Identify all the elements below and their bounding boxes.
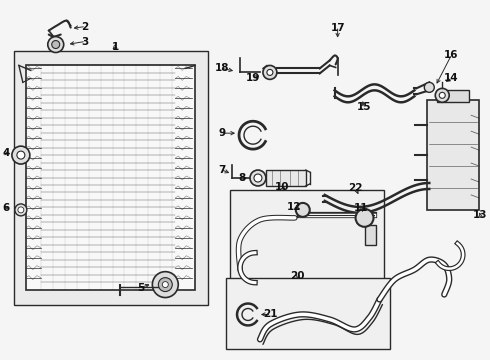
Bar (427, 100, 479, 210)
Bar (226, 278, 391, 349)
Circle shape (250, 170, 266, 186)
Circle shape (15, 204, 27, 216)
Text: 7: 7 (219, 165, 226, 175)
Circle shape (17, 151, 25, 159)
Text: 5: 5 (137, 283, 144, 293)
Bar (26, 66, 195, 289)
Circle shape (435, 88, 449, 102)
Bar (14, 50, 208, 305)
Text: 22: 22 (348, 183, 363, 193)
Text: 4: 4 (2, 148, 10, 158)
Circle shape (48, 37, 64, 53)
Text: 14: 14 (444, 73, 459, 84)
Bar (266, 170, 306, 186)
Text: 12: 12 (287, 202, 301, 212)
Circle shape (152, 272, 178, 298)
Circle shape (439, 92, 445, 98)
Circle shape (356, 209, 373, 227)
Circle shape (424, 82, 434, 92)
Circle shape (158, 278, 172, 292)
Text: 11: 11 (354, 203, 369, 213)
Circle shape (52, 41, 60, 49)
Text: 21: 21 (263, 310, 277, 319)
Circle shape (263, 66, 277, 80)
Bar (230, 190, 385, 285)
Circle shape (18, 207, 24, 213)
Circle shape (267, 69, 273, 75)
Text: 19: 19 (246, 73, 260, 84)
Text: 9: 9 (219, 128, 226, 138)
Text: 8: 8 (239, 173, 245, 183)
Circle shape (12, 146, 30, 164)
Text: 6: 6 (2, 203, 9, 213)
Text: 18: 18 (215, 63, 229, 73)
Text: 3: 3 (81, 36, 88, 46)
Circle shape (162, 282, 168, 288)
Text: 1: 1 (112, 41, 119, 51)
Bar (365, 225, 376, 245)
Text: 16: 16 (444, 50, 459, 60)
Circle shape (254, 174, 262, 182)
Circle shape (296, 203, 310, 217)
Text: 17: 17 (330, 23, 345, 33)
Text: 20: 20 (291, 271, 305, 281)
Bar (437, 90, 469, 102)
Text: 2: 2 (81, 22, 88, 32)
Text: 10: 10 (274, 182, 289, 192)
Text: 13: 13 (473, 210, 488, 220)
Text: 15: 15 (357, 102, 372, 112)
